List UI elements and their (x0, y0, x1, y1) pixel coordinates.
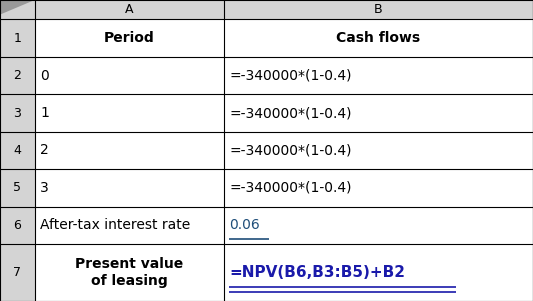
Bar (35, 94, 224, 132)
Text: 1: 1 (13, 32, 21, 45)
Bar (224, 94, 533, 132)
Bar (35, 244, 224, 301)
Text: =-340000*(1-0.4): =-340000*(1-0.4) (229, 69, 352, 82)
Text: 2: 2 (40, 144, 49, 157)
Bar (35, 132, 224, 169)
Text: 7: 7 (13, 266, 21, 279)
Polygon shape (0, 0, 35, 15)
Text: 2: 2 (13, 69, 21, 82)
Text: 4: 4 (13, 144, 21, 157)
Text: 3: 3 (40, 181, 49, 195)
Text: B: B (374, 3, 383, 16)
Text: 3: 3 (13, 107, 21, 119)
Text: Cash flows: Cash flows (336, 31, 421, 45)
Bar (224, 57, 533, 94)
Bar (224, 207, 533, 244)
Text: After-tax interest rate: After-tax interest rate (40, 219, 190, 232)
Text: Period: Period (104, 31, 155, 45)
Bar (35, 207, 224, 244)
Text: =-340000*(1-0.4): =-340000*(1-0.4) (229, 181, 352, 195)
Text: =-340000*(1-0.4): =-340000*(1-0.4) (229, 106, 352, 120)
Text: 1: 1 (40, 106, 49, 120)
Text: =-340000*(1-0.4): =-340000*(1-0.4) (229, 144, 352, 157)
Text: 5: 5 (13, 182, 21, 194)
Bar (224, 244, 533, 301)
Bar (35, 20, 224, 57)
Bar (35, 57, 224, 94)
Text: 0: 0 (40, 69, 49, 82)
Bar (224, 132, 533, 169)
Text: 0.06: 0.06 (229, 219, 260, 232)
Text: Present value
of leasing: Present value of leasing (75, 257, 183, 288)
Bar (224, 169, 533, 207)
Text: 6: 6 (13, 219, 21, 232)
Text: A: A (125, 3, 134, 16)
Bar (224, 20, 533, 57)
Text: =NPV(B6,B3:B5)+B2: =NPV(B6,B3:B5)+B2 (229, 265, 406, 280)
Bar (35, 169, 224, 207)
